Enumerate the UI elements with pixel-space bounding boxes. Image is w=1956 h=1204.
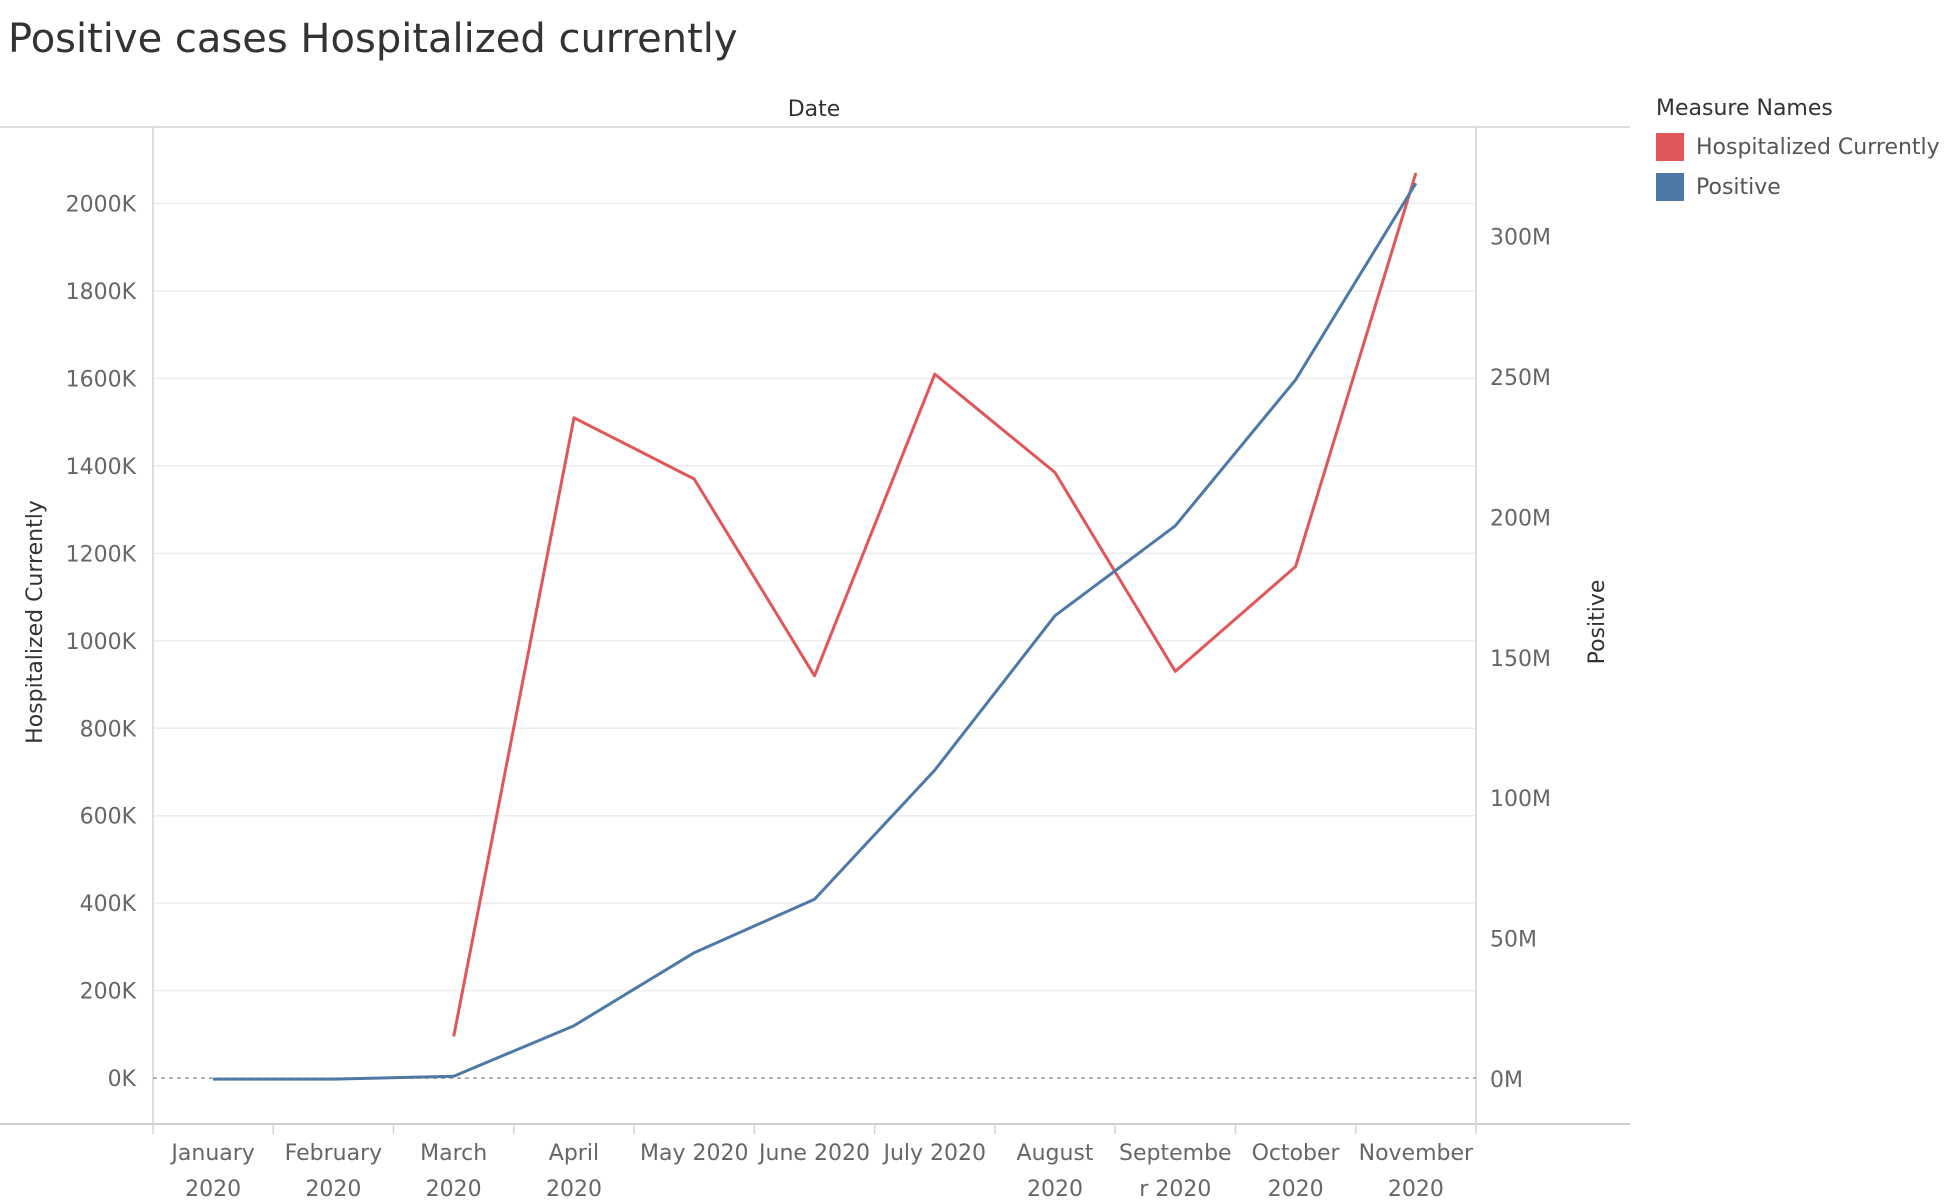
right-tick-label: 150M [1490, 647, 1551, 672]
x-tick-label: November 2020 [1359, 1141, 1474, 1202]
x-tick-label: April 2020 [546, 1141, 602, 1202]
legend-label-positive: Positive [1696, 174, 1781, 200]
legend-swatch-positive [1656, 173, 1684, 201]
legend-item-hospitalized[interactable]: Hospitalized Currently [1656, 127, 1940, 167]
x-tick-label: Septembe r 2020 [1119, 1141, 1232, 1202]
x-tick-label: June 2020 [757, 1141, 870, 1166]
left-axis-ticks: 0K 200K 400K 600K 800K 1000K 1200K 1400K 1600K 18… [66, 193, 137, 1093]
left-tick-label: 1000K [66, 630, 137, 655]
legend-swatch-hospitalized [1656, 133, 1684, 161]
left-tick-label: 400K [80, 892, 137, 917]
right-tick-label: 250M [1490, 366, 1551, 391]
left-tick-label: 1800K [66, 280, 137, 305]
left-tick-label: 0K [108, 1067, 137, 1092]
series-line-hospitalized-currently[interactable] [452, 172, 1418, 1037]
chart-title: Positive cases Hospitalized currently [8, 16, 738, 62]
x-tick-label: March 2020 [420, 1141, 487, 1202]
left-tick-label: 800K [80, 717, 137, 742]
category-dividers [152, 1124, 1477, 1134]
right-axis-ticks: 0M 50M 100M 150M 200M 250M 300M [1490, 226, 1551, 1094]
chart-frame [0, 126, 1630, 1125]
left-tick-label: 2000K [66, 193, 137, 218]
right-tick-label: 200M [1490, 506, 1551, 531]
left-tick-label: 600K [80, 805, 137, 830]
x-tick-label: August 2020 [1017, 1141, 1094, 1202]
right-tick-label: 100M [1490, 787, 1551, 812]
legend-item-positive[interactable]: Positive [1656, 167, 1940, 207]
series-line-positive[interactable] [213, 182, 1418, 1081]
series-lines [213, 172, 1418, 1081]
x-tick-label: January 2020 [169, 1141, 254, 1202]
right-axis-title: Positive [1585, 580, 1610, 665]
top-axis-label: Date [788, 97, 841, 122]
right-tick-label: 0M [1490, 1068, 1523, 1093]
left-tick-label: 1600K [66, 367, 137, 392]
legend: Measure Names Hospitalized Currently Pos… [1656, 96, 1940, 207]
x-tick-label: July 2020 [881, 1141, 986, 1166]
line-chart: 0K 200K 400K 600K 800K 1000K 1200K 1400K 1600K 18… [0, 97, 1630, 1202]
legend-title: Measure Names [1656, 96, 1833, 121]
x-tick-label: February 2020 [285, 1141, 383, 1202]
right-tick-label: 300M [1490, 226, 1551, 251]
left-tick-label: 1400K [66, 455, 137, 480]
legend-label-hospitalized: Hospitalized Currently [1696, 134, 1940, 160]
right-tick-label: 50M [1490, 928, 1537, 953]
left-tick-label: 1200K [66, 542, 137, 567]
x-axis-ticks: January 2020 February 2020 March 2020 April 202… [169, 1141, 1474, 1202]
x-tick-label: May 2020 [640, 1141, 748, 1166]
left-axis-title: Hospitalized Currently [23, 500, 48, 744]
gridlines [153, 202, 1476, 992]
x-tick-label: October 2020 [1252, 1141, 1341, 1202]
left-tick-label: 200K [80, 980, 137, 1005]
